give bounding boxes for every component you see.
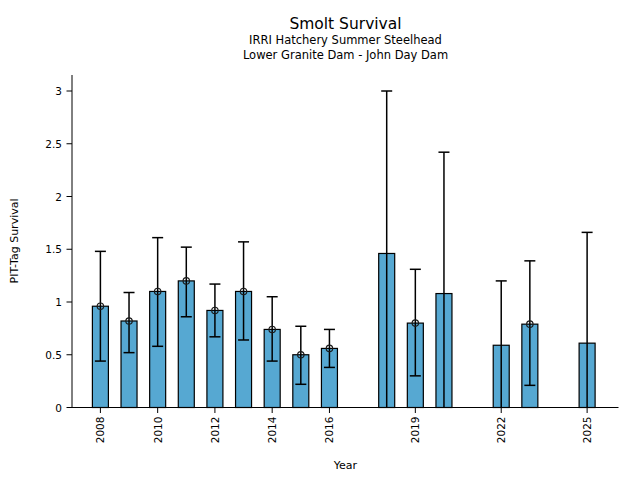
y-tick-label-2: 2 xyxy=(55,191,62,203)
plot-area: 0 0.5 1 1.5 2 2.5 3 2008 2010 2012 2014 2016 2019 202… xyxy=(45,75,618,443)
smolt-survival-chart: Smolt Survival IRRI Hatchery Summer Stee… xyxy=(0,0,640,480)
y-tick-label-0: 0 xyxy=(55,402,62,414)
y-tick-label-0.5: 0.5 xyxy=(45,349,62,361)
x-tick-label-2019: 2019 xyxy=(409,417,421,444)
y-tick-label-3: 3 xyxy=(55,85,62,97)
y-axis-label: PIT-Tag Survival xyxy=(8,198,21,283)
x-tick-label-2008: 2008 xyxy=(94,417,106,444)
x-tick-label-2014: 2014 xyxy=(266,416,278,443)
chart-subtitle-line2: Lower Granite Dam - John Day Dam xyxy=(243,48,448,62)
x-tick-label-2022: 2022 xyxy=(495,416,507,443)
x-tick-label-2016: 2016 xyxy=(323,416,335,443)
y-tick-label-1.5: 1.5 xyxy=(45,243,62,255)
y-tick-label-2.5: 2.5 xyxy=(45,138,62,150)
y-tick-label-1: 1 xyxy=(55,296,62,308)
chart-canvas: Smolt Survival IRRI Hatchery Summer Stee… xyxy=(0,0,640,480)
x-tick-label-2012: 2012 xyxy=(209,417,221,444)
x-tick-label-2025: 2025 xyxy=(581,417,593,444)
x-tick-label-2010: 2010 xyxy=(152,417,164,444)
chart-subtitle-line1: IRRI Hatchery Summer Steelhead xyxy=(249,33,442,47)
chart-title: Smolt Survival xyxy=(289,15,401,33)
x-axis-label: Year xyxy=(333,459,358,472)
